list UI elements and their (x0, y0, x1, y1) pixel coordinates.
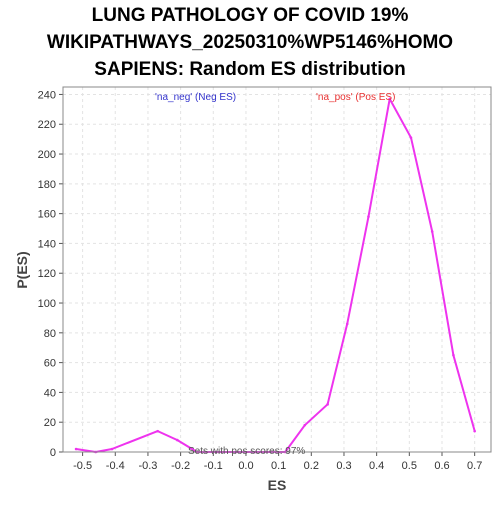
data-point (430, 230, 434, 233)
x-tick-label: -0.4 (106, 460, 125, 472)
legend-entry-neg: 'na_neg' (Neg ES) (155, 92, 236, 103)
axis-ticks: -0.5 -0.4 -0.3 -0.2 -0.1 0.0 0.1 0.2 0.3 0.4 0.5 0.… (38, 89, 483, 472)
data-point (367, 215, 370, 218)
data-point (74, 447, 78, 451)
chart-title-line-2: WIKIPATHWAYS_20250310%WP5146%HOMO (47, 32, 453, 53)
x-tick-label: -0.5 (73, 460, 92, 472)
data-point (473, 429, 476, 433)
y-tick-label: 40 (44, 387, 56, 399)
data-point (388, 97, 392, 101)
data-point (452, 353, 455, 357)
x-tick-label: 0.2 (304, 460, 319, 472)
y-tick-label: 240 (38, 89, 56, 101)
data-point (156, 429, 160, 433)
x-tick-label: 0.7 (467, 460, 482, 472)
y-tick-label: 60 (44, 358, 56, 370)
x-tick-label: 0.0 (238, 460, 253, 472)
y-tick-label: 0 (50, 447, 56, 459)
x-tick-label: 0.5 (402, 460, 417, 472)
x-tick-label: 0.1 (271, 460, 286, 472)
x-axis-label: ES (268, 477, 287, 493)
x-tick-label: -0.3 (138, 460, 157, 472)
y-tick-label: 120 (38, 268, 56, 280)
chart-title-line-3: SAPIENS: Random ES distribution (94, 59, 405, 80)
x-tick-label: 0.3 (336, 460, 351, 472)
data-point (326, 403, 329, 406)
x-tick-label: 0.6 (434, 460, 449, 472)
y-axis-label: P(ES) (14, 251, 30, 288)
x-tick-label: -0.2 (171, 460, 190, 472)
data-point (176, 438, 179, 442)
y-tick-label: 180 (38, 179, 56, 191)
y-tick-label: 200 (38, 149, 56, 161)
y-tick-label: 220 (38, 119, 56, 131)
series-line (75, 97, 476, 453)
data-point (110, 447, 114, 451)
annotation-pos-scores: Sets with pos scores: 97% (188, 446, 305, 457)
series-layer (74, 97, 476, 454)
data-point (345, 322, 349, 326)
data-point (409, 136, 413, 139)
grid (63, 87, 491, 453)
y-tick-label: 80 (44, 328, 56, 340)
x-tick-label: -0.1 (204, 460, 223, 472)
y-tick-label: 20 (44, 417, 56, 429)
x-tick-label: 0.4 (369, 460, 384, 472)
plot-frame (62, 86, 492, 453)
data-point (303, 423, 307, 427)
y-tick-label: 140 (38, 238, 56, 250)
y-tick-label: 100 (38, 298, 56, 310)
chart-title-line-1: LUNG PATHOLOGY OF COVID 19% (92, 5, 409, 26)
legend-entry-pos: 'na_pos' (Pos ES) (316, 92, 395, 103)
y-tick-label: 160 (38, 209, 56, 221)
